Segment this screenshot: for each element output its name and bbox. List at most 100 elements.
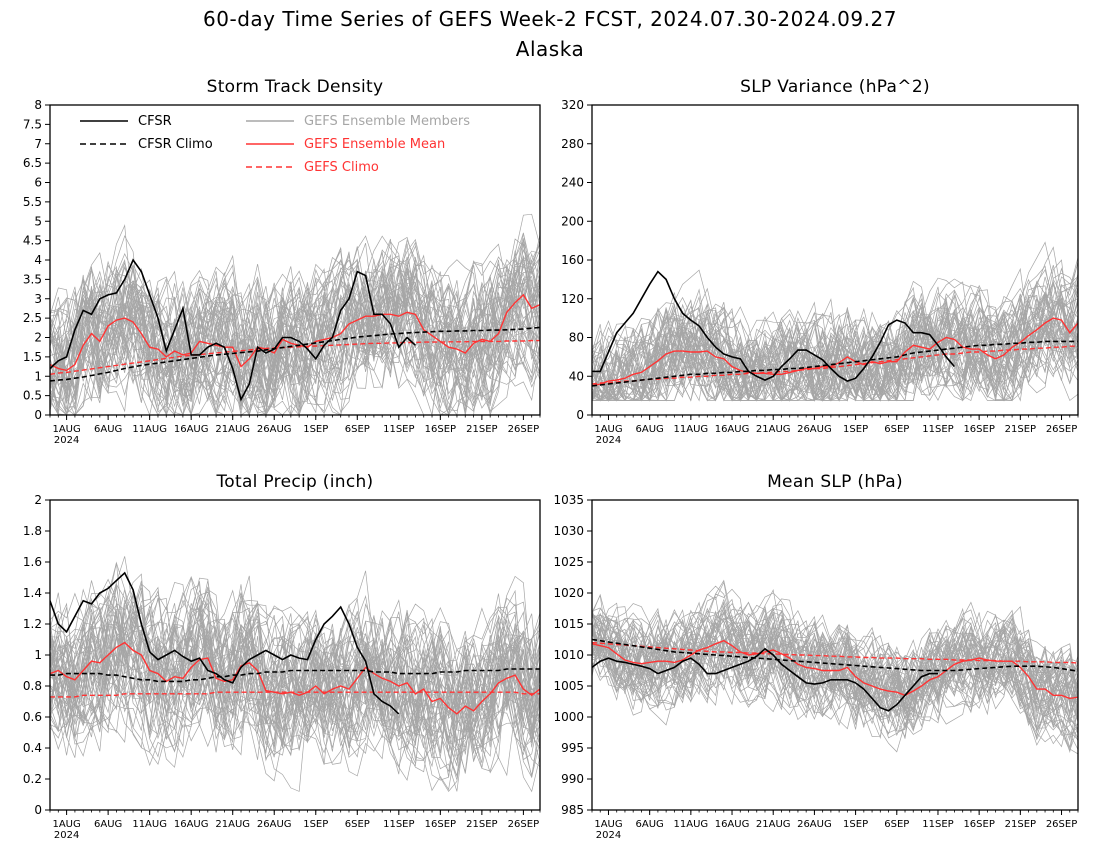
x-year-label: 2024 (54, 435, 79, 446)
y-tick-label: 2 (34, 331, 42, 345)
x-tick-label: 11AUG (132, 819, 167, 830)
y-tick-label: 1005 (553, 679, 584, 693)
x-tick-label: 16AUG (174, 424, 209, 435)
legend-label: CFSR Climo (138, 137, 213, 152)
x-tick-label: 26AUG (257, 819, 292, 830)
y-tick-label: 1010 (553, 648, 584, 662)
ensemble-member-line (50, 257, 540, 415)
ensemble-member-line (50, 605, 540, 793)
x-year-label: 2024 (54, 830, 79, 841)
x-tick-label: 6SEP (345, 424, 370, 435)
ensemble-member-line (592, 614, 1078, 737)
x-tick-label: 6AUG (636, 819, 664, 830)
x-tick-label: 21SEP (466, 424, 497, 435)
y-tick-label: 7.5 (23, 117, 42, 131)
ensemble-member-line (592, 291, 1078, 402)
figure-subtitle: Alaska (516, 37, 584, 61)
y-tick-label: 1 (34, 648, 42, 662)
x-tick-label: 11SEP (922, 819, 953, 830)
x-tick-label: 16SEP (963, 424, 994, 435)
series-gefs-climo (50, 691, 540, 698)
y-tick-label: 320 (561, 98, 584, 112)
y-tick-label: 120 (561, 292, 584, 306)
y-tick-label: 3.5 (23, 272, 42, 286)
y-tick-label: 1.2 (23, 617, 42, 631)
y-tick-label: 5 (34, 214, 42, 228)
ensemble-member-line (592, 602, 1078, 735)
y-tick-label: 0.5 (23, 389, 42, 403)
ensemble-member-line (50, 580, 540, 748)
ensemble-member-line (50, 589, 540, 758)
ensemble-member-line (592, 605, 1078, 723)
series-gefs-climo (50, 339, 540, 375)
y-tick-label: 2 (34, 493, 42, 507)
series-gefs-climo (592, 345, 1078, 385)
plot-area (50, 556, 540, 793)
y-tick-label: 1025 (553, 555, 584, 569)
x-tick-label: 6AUG (94, 424, 122, 435)
ensemble-member-line (50, 249, 540, 415)
ensemble-member-line (592, 297, 1078, 402)
legend-label: GEFS Ensemble Mean (304, 137, 445, 152)
ensemble-members (50, 556, 540, 793)
x-tick-label: 16AUG (715, 819, 750, 830)
x-tick-label: 16AUG (174, 819, 209, 830)
series-cfsr (592, 647, 938, 712)
x-year-label: 2024 (596, 830, 621, 841)
plot-area (592, 579, 1078, 755)
ensemble-members (592, 241, 1078, 402)
ensemble-member-line (592, 601, 1078, 720)
series-gefs-ensemble-mean (592, 639, 1078, 700)
series-gefs-climo (592, 641, 1078, 664)
ensemble-member-line (592, 581, 1078, 753)
panel-1: Storm Track Density 0 0.5 1 1.5 2 2.5 3 3.5 4 4.5 5… (23, 77, 541, 446)
y-tick-label: 2.5 (23, 311, 42, 325)
y-tick-label: 200 (561, 214, 584, 228)
legend-label: GEFS Ensemble Members (304, 114, 470, 129)
ensemble-member-line (592, 288, 1078, 402)
plot-area (50, 213, 540, 415)
ensemble-member-line (50, 257, 540, 413)
x-tick-label: 21AUG (215, 424, 250, 435)
x-tick-label: 16SEP (425, 424, 456, 435)
x-tick-label: 26AUG (257, 424, 292, 435)
x-tick-label: 21SEP (466, 819, 497, 830)
ensemble-member-line (592, 299, 1078, 402)
series-cfsr (50, 571, 400, 715)
ensemble-member-line (592, 606, 1078, 716)
x-tick-label: 16AUG (715, 424, 750, 435)
y-tick-label: 4.5 (23, 234, 42, 248)
y-tick-label: 1.8 (23, 524, 42, 538)
ensemble-member-line (592, 616, 1078, 752)
x-tick-label: 11SEP (922, 424, 953, 435)
ensemble-member-line (592, 267, 1078, 402)
y-tick-label: 0.8 (23, 679, 42, 693)
series-cfsr-climo (592, 638, 1078, 672)
ensemble-member-line (50, 594, 540, 752)
ensemble-member-line (592, 278, 1078, 402)
y-tick-label: 1030 (553, 524, 584, 538)
x-tick-label: 16SEP (425, 819, 456, 830)
series-gefs-ensemble-mean (50, 641, 540, 715)
y-tick-label: 3 (34, 292, 42, 306)
ensemble-member-line (592, 617, 1078, 729)
y-tick-label: 6.5 (23, 156, 42, 170)
ensemble-member-line (592, 616, 1078, 732)
ensemble-member-line (50, 585, 540, 792)
panel-title: Storm Track Density (207, 77, 384, 97)
y-tick-label: 6 (34, 176, 42, 190)
ensemble-member-line (50, 267, 540, 407)
ensemble-member-line (592, 601, 1078, 718)
legend: CFSR CFSR Climo GEFS Ensemble Members GEFS … (80, 114, 470, 175)
y-tick-label: 985 (561, 803, 584, 817)
x-tick-label: 26AUG (797, 819, 832, 830)
ensemble-member-line (592, 588, 1078, 726)
ensemble-members (592, 579, 1078, 755)
x-tick-label: 6SEP (884, 424, 909, 435)
ensemble-member-line (50, 267, 540, 415)
y-tick-label: 1.5 (23, 350, 42, 364)
panel-title: Mean SLP (hPa) (767, 472, 903, 492)
y-tick-label: 8 (34, 98, 42, 112)
ensemble-member-line (50, 236, 540, 414)
y-tick-label: 1.6 (23, 555, 42, 569)
